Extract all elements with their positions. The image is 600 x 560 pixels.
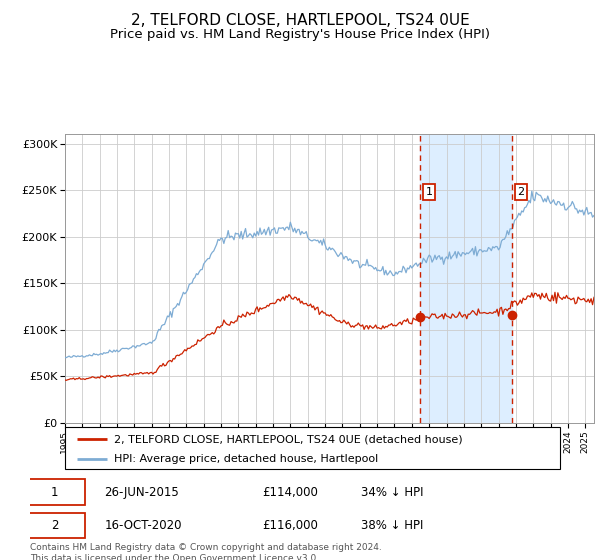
Text: 34% ↓ HPI: 34% ↓ HPI [361,486,424,498]
Text: £116,000: £116,000 [262,519,318,532]
Text: 16-OCT-2020: 16-OCT-2020 [104,519,182,532]
Text: 2: 2 [517,187,524,197]
Text: 2: 2 [51,519,59,532]
Text: 26-JUN-2015: 26-JUN-2015 [104,486,179,498]
FancyBboxPatch shape [25,479,85,505]
Text: 2, TELFORD CLOSE, HARTLEPOOL, TS24 0UE: 2, TELFORD CLOSE, HARTLEPOOL, TS24 0UE [131,13,469,28]
Text: Price paid vs. HM Land Registry's House Price Index (HPI): Price paid vs. HM Land Registry's House … [110,28,490,41]
Text: 1: 1 [51,486,59,498]
FancyBboxPatch shape [25,513,85,538]
Text: 1: 1 [425,187,433,197]
Text: 2, TELFORD CLOSE, HARTLEPOOL, TS24 0UE (detached house): 2, TELFORD CLOSE, HARTLEPOOL, TS24 0UE (… [114,434,463,444]
Text: HPI: Average price, detached house, Hartlepool: HPI: Average price, detached house, Hart… [114,454,379,464]
Text: 38% ↓ HPI: 38% ↓ HPI [361,519,424,532]
Bar [421,134,512,423]
Text: £114,000: £114,000 [262,486,318,498]
Text: Contains HM Land Registry data © Crown copyright and database right 2024.
This d: Contains HM Land Registry data © Crown c… [30,543,382,560]
FancyBboxPatch shape [65,427,560,469]
